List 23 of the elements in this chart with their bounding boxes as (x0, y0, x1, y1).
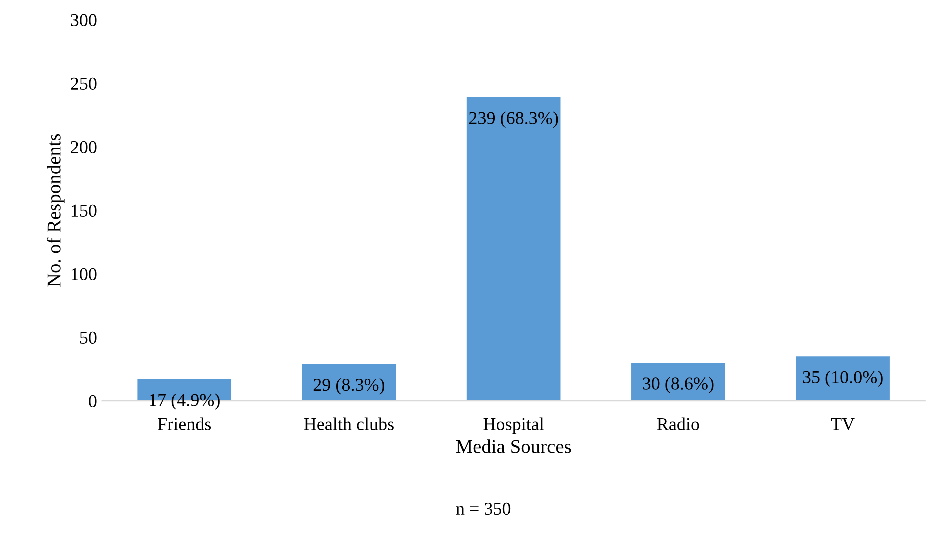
y-tick-label: 250 (71, 78, 97, 90)
x-tick-label: Radio (657, 418, 700, 430)
x-tick-label: TV (831, 418, 855, 431)
x-tick-label: Friends (158, 418, 212, 430)
y-tick-label: 200 (71, 141, 97, 154)
bar (796, 356, 890, 402)
y-tick-label: 50 (80, 332, 97, 344)
x-tick-label: Health clubs (304, 418, 394, 430)
y-tick-label: 300 (71, 14, 97, 26)
bar (632, 362, 726, 402)
data-label: 239 (68.3%) (469, 112, 558, 128)
bar (466, 98, 561, 402)
text: n = 350 (456, 502, 511, 516)
y-tick-label: 0 (89, 395, 97, 408)
x-axis-title: Media Sources (456, 440, 572, 454)
y-tick-label: 150 (72, 204, 97, 218)
data-label: 30 (8.6%) (643, 377, 714, 394)
data-label: 35 (10.0%) (803, 370, 883, 388)
bar (302, 364, 396, 402)
data-label: 29 (8.3%) (314, 378, 385, 395)
y-tick-label: 100 (72, 268, 97, 281)
y-axis-title: No. of Respondents (46, 134, 65, 287)
x-tick-label: Hospital (484, 418, 544, 434)
